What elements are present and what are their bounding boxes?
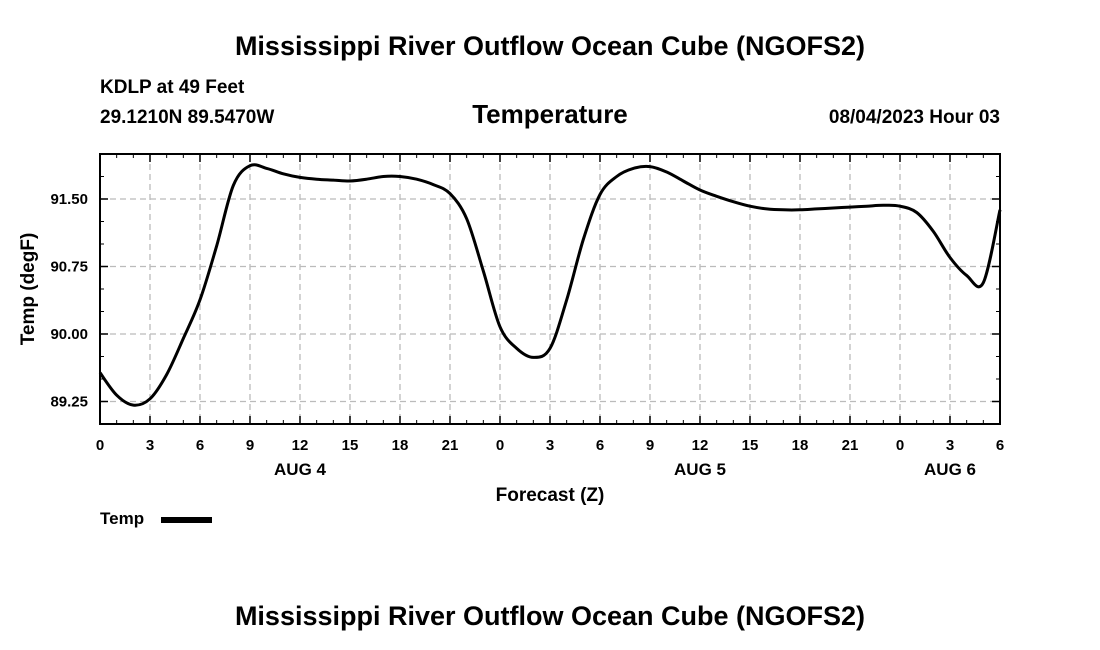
y-tick-label: 90.75: [50, 259, 88, 276]
station-coordinates: 29.1210N 89.5470W: [100, 107, 275, 128]
x-tick-label: 21: [442, 437, 459, 454]
y-tick-label: 91.50: [50, 191, 88, 208]
x-tick-label: 6: [596, 437, 604, 454]
plot-frame: [99, 153, 1001, 425]
tick-labels: 0 3 6 9 12 15 18 21 0 3 6 9 12 15 18 21 0 3 6 89.25 90.00 90.…: [50, 191, 1004, 479]
legend-label: Temp: [100, 509, 145, 528]
y-tick-label: 89.25: [50, 394, 88, 411]
x-tick-label: 9: [646, 437, 654, 454]
x-tick-label: 18: [792, 437, 809, 454]
chart-subtitle: Temperature: [472, 99, 628, 129]
x-tick-label: 12: [692, 437, 709, 454]
x-tick-label: 3: [146, 437, 154, 454]
temperature-chart: 0 3 6 9 12 15 18 21 0 3 6 9 12 15 18 21 0 3 6 89.25 90.00 90.…: [18, 153, 1004, 506]
x-tick-label: 3: [546, 437, 554, 454]
forecast-timestamp: 08/04/2023 Hour 03: [828, 107, 1000, 128]
x-tick-label: 15: [342, 437, 359, 454]
x-tick-label: 0: [896, 437, 904, 454]
station-label: KDLP at 49 Feet: [100, 77, 245, 98]
x-tick-label: 0: [496, 437, 504, 454]
day-label: AUG 5: [674, 460, 726, 479]
day-label: AUG 4: [274, 460, 327, 479]
grid-lines: [100, 154, 1000, 424]
x-tick-label: 6: [996, 437, 1004, 454]
day-label: AUG 6: [924, 460, 976, 479]
chart-title: Mississippi River Outflow Ocean Cube (NG…: [234, 31, 866, 61]
x-tick-label: 3: [946, 437, 954, 454]
footer-title: Mississippi River Outflow Ocean Cube (NG…: [234, 601, 866, 631]
x-tick-label: 12: [292, 437, 309, 454]
x-tick-label: 21: [842, 437, 859, 454]
x-tick-label: 0: [96, 437, 104, 454]
x-axis-label: Forecast (Z): [496, 485, 605, 506]
temp-series-line: [98, 163, 1002, 407]
x-tick-label: 15: [742, 437, 759, 454]
legend-swatch: [161, 517, 212, 523]
y-tick-label: 90.00: [50, 326, 88, 343]
y-axis-label: Temp (degF): [18, 233, 39, 346]
x-tick-label: 9: [246, 437, 254, 454]
x-tick-label: 6: [196, 437, 204, 454]
x-tick-label: 18: [392, 437, 409, 454]
